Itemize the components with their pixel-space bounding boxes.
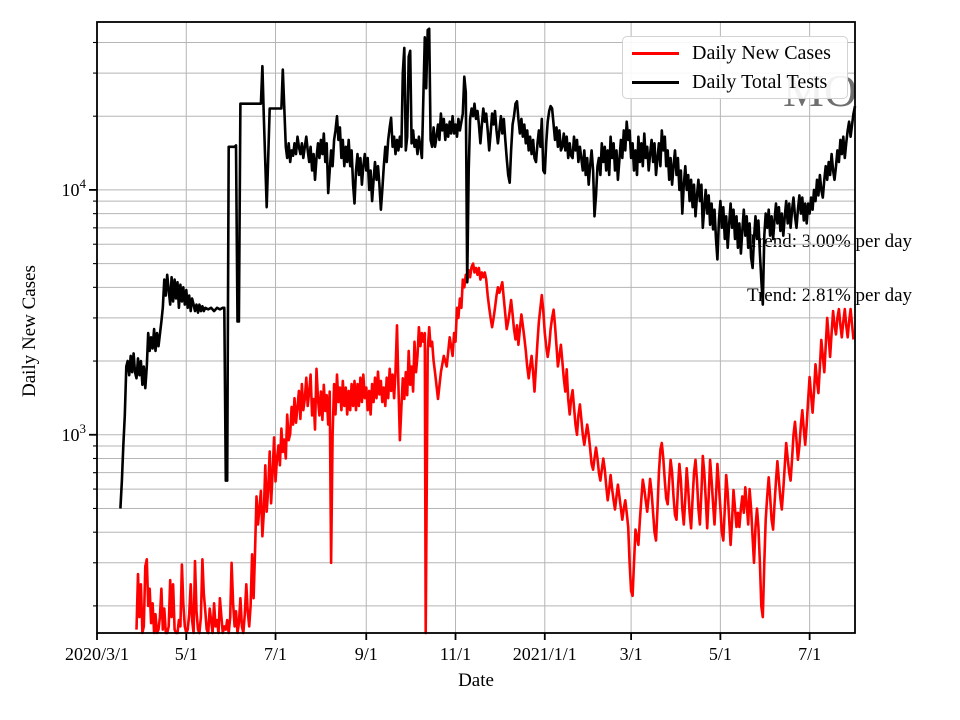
x-tick-label: 11/1: [440, 644, 471, 664]
trend-annotation-cases: Trend: 2.81% per day: [747, 285, 912, 306]
x-axis-title: Date: [458, 670, 494, 691]
legend-line-sample-black: [632, 80, 679, 84]
legend-line-sample-red: [632, 51, 679, 55]
x-tick-label: 7/1: [798, 644, 821, 664]
x-tick-label: 9/1: [355, 644, 378, 664]
legend-item-daily-new-cases: Daily New Cases: [623, 39, 847, 68]
legend-label: Daily New Cases: [692, 42, 831, 64]
legend-label: Daily Total Tests: [692, 71, 828, 93]
x-tick-label: 2021/1/1: [513, 644, 577, 664]
legend: Daily New Cases Daily Total Tests: [622, 36, 848, 99]
x-tick-label: 3/1: [620, 644, 643, 664]
legend-item-daily-total-tests: Daily Total Tests: [623, 68, 847, 97]
trend-annotation-tests: Trend: 3.00% per day: [747, 231, 912, 252]
x-tick-label: 5/1: [175, 644, 198, 664]
x-tick-label: 5/1: [709, 644, 732, 664]
x-tick-label: 2020/3/1: [65, 644, 129, 664]
x-tick-label: 7/1: [264, 644, 287, 664]
y-axis-title: Daily New Cases: [19, 265, 40, 397]
y-tick-label: 103: [62, 421, 87, 445]
y-tick-label: 104: [62, 176, 87, 200]
